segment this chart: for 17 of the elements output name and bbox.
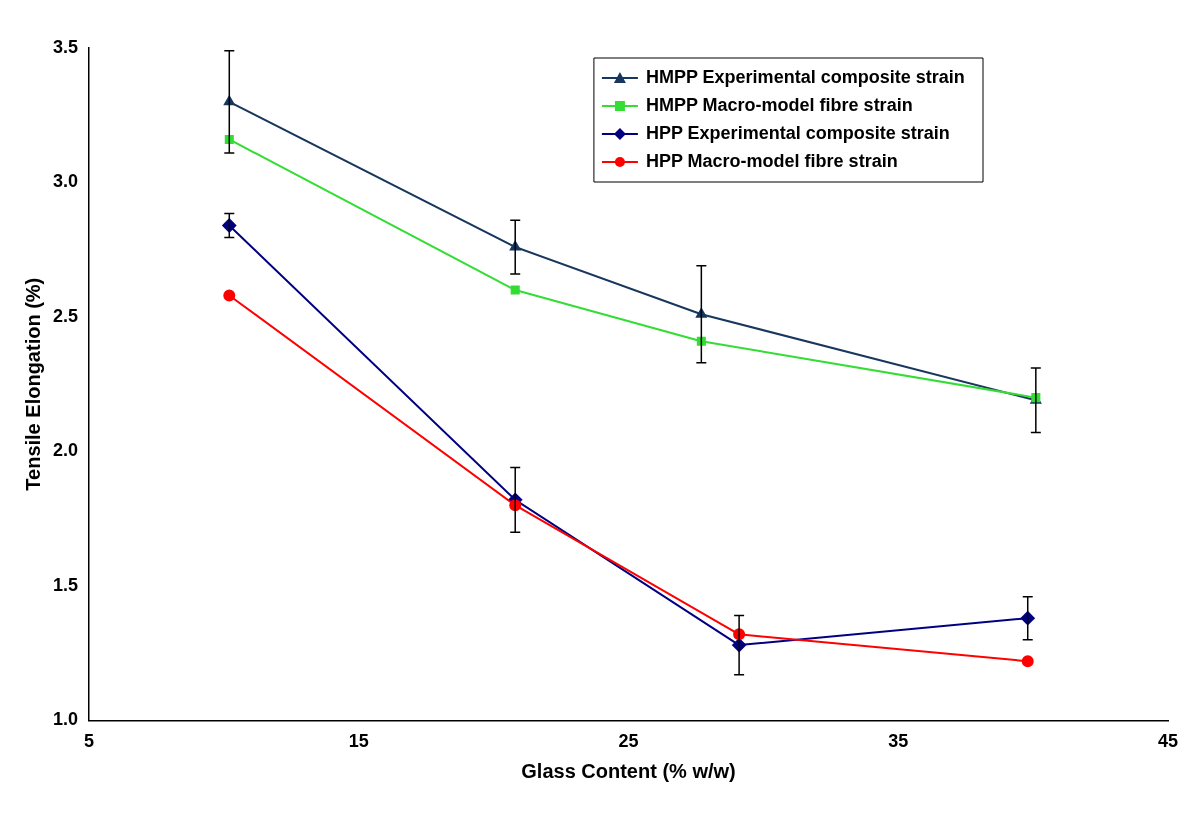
x-tick-label: 45	[1157, 731, 1179, 752]
x-axis-title: Glass Content (% w/w)	[521, 759, 736, 782]
y-tick-label: 3.5	[52, 36, 79, 57]
x-tick-label: 15	[348, 731, 369, 752]
y-tick-label: 1.5	[52, 574, 79, 595]
y-tick-label: 2.0	[52, 440, 79, 461]
legend-label: HPP Macro-model fibre strain	[645, 150, 898, 171]
legend-label: HMPP Experimental composite strain	[645, 66, 965, 87]
x-tick-label: 35	[888, 731, 909, 752]
y-tick-label: 3.0	[52, 171, 79, 192]
x-tick-label: 5	[84, 731, 95, 752]
y-axis-title: Tensile Elongation (%)	[21, 277, 44, 491]
y-tick-label: 2.5	[52, 305, 79, 326]
legend-label: HPP Experimental composite strain	[645, 122, 950, 143]
legend-label: HMPP Macro-model fibre strain	[645, 94, 913, 115]
x-tick-label: 25	[618, 731, 639, 752]
y-tick-label: 1.0	[52, 709, 79, 730]
